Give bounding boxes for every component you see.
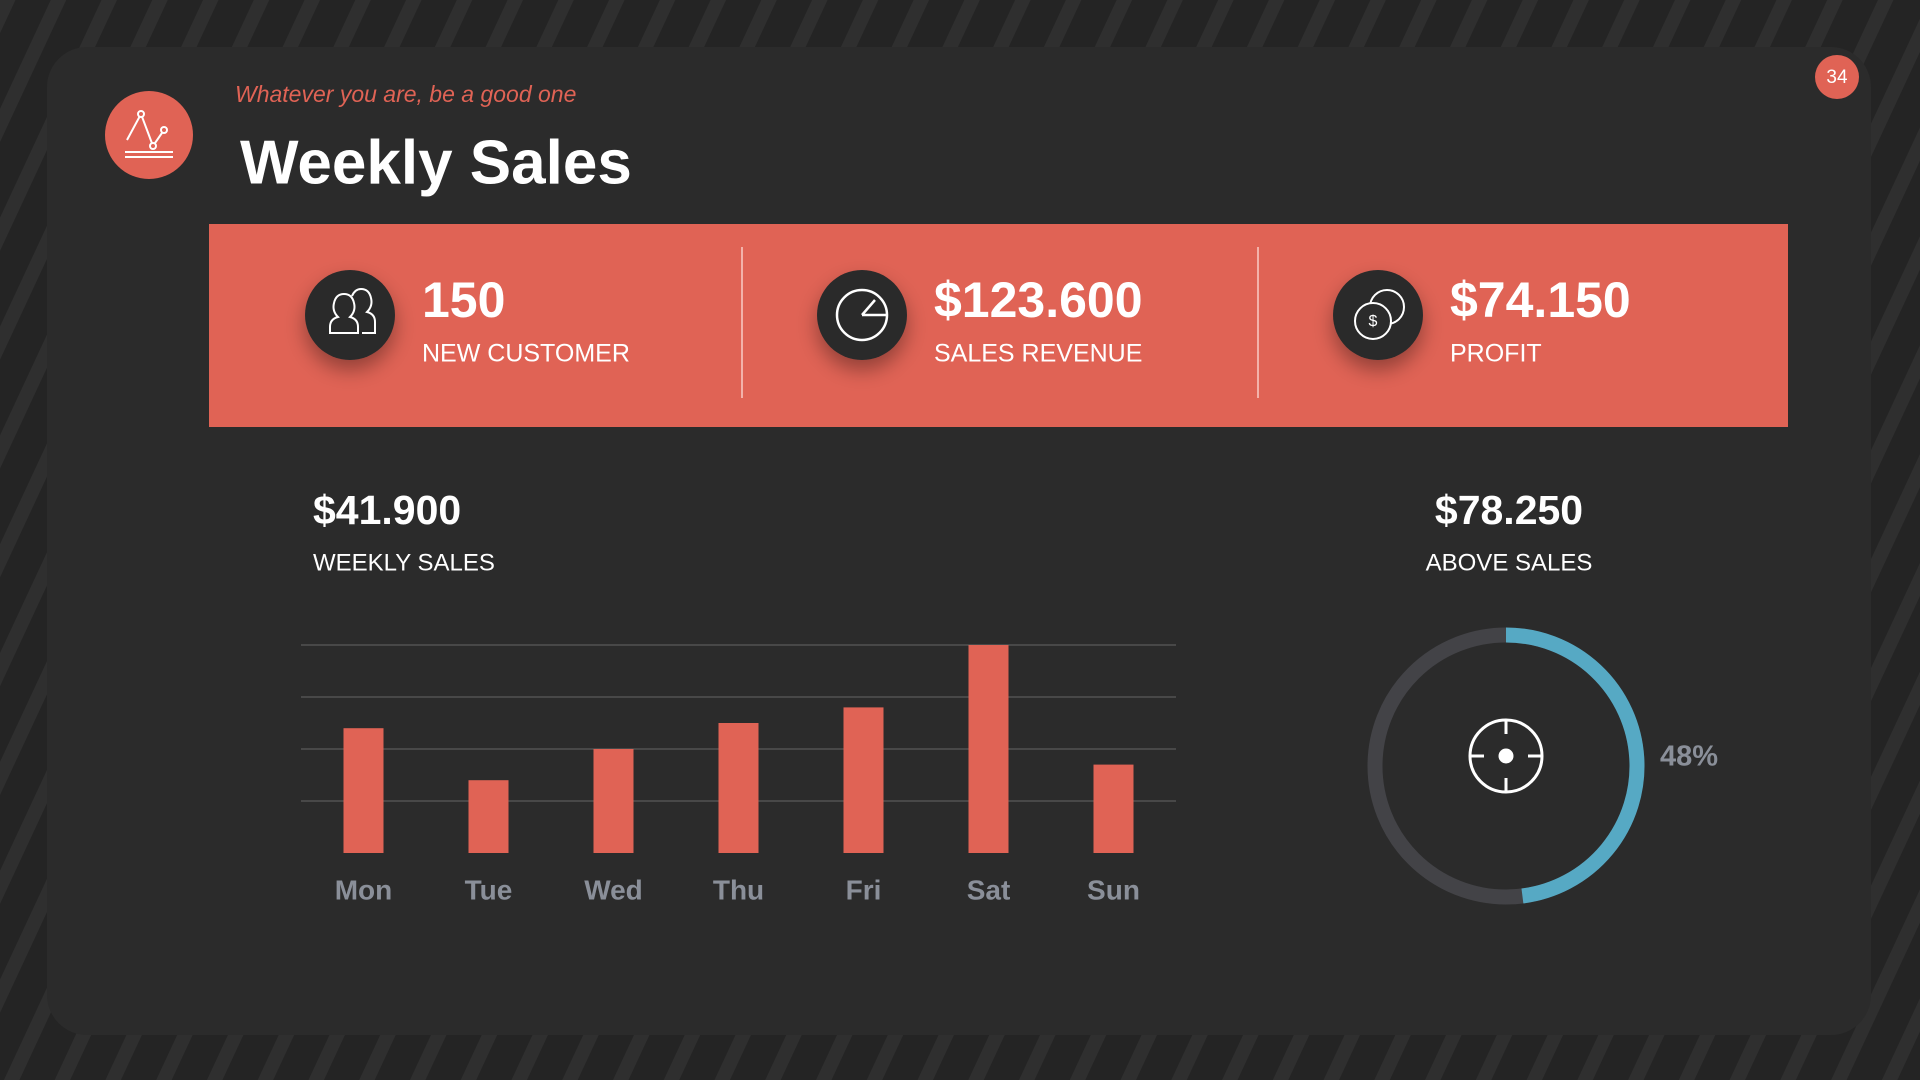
bar bbox=[843, 707, 884, 853]
stat-icon-bg bbox=[305, 270, 395, 360]
subtitle: Whatever you are, be a good one bbox=[235, 81, 576, 107]
stat-label: PROFIT bbox=[1450, 340, 1542, 368]
x-tick-label: Wed bbox=[584, 874, 643, 905]
bar bbox=[343, 728, 384, 853]
stat-value: $74.150 bbox=[1450, 272, 1631, 328]
target-icon bbox=[1468, 718, 1544, 794]
x-tick-label: Sat bbox=[967, 874, 1011, 905]
pie-icon bbox=[835, 288, 889, 342]
chart-title: $41.900 bbox=[313, 487, 461, 533]
value-label: 48% bbox=[1660, 741, 1718, 773]
logo-icon bbox=[125, 110, 173, 158]
bar bbox=[468, 780, 509, 853]
svg-text:$: $ bbox=[1369, 313, 1378, 330]
bar bbox=[593, 749, 634, 853]
x-tick-label: Mon bbox=[335, 874, 393, 905]
stat-value: $123.600 bbox=[934, 272, 1143, 328]
customers-icon bbox=[329, 287, 376, 334]
stat-label: SALES REVENUE bbox=[934, 340, 1142, 368]
x-tick-label: Thu bbox=[713, 874, 764, 905]
chart-subtitle: ABOVE SALES bbox=[1426, 549, 1593, 576]
coins-icon: $ bbox=[1354, 289, 1405, 340]
donut-arc bbox=[1505, 627, 1645, 904]
chart-subtitle: WEEKLY SALES bbox=[313, 549, 495, 576]
stat-label: NEW CUSTOMER bbox=[422, 340, 630, 368]
bar bbox=[718, 723, 759, 853]
x-tick-label: Tue bbox=[465, 874, 513, 905]
bar bbox=[968, 645, 1009, 853]
page-number: 34 bbox=[1826, 67, 1848, 88]
page-number-badge bbox=[1815, 55, 1859, 99]
stat-value: 150 bbox=[422, 272, 505, 328]
x-tick-label: Fri bbox=[846, 874, 882, 905]
stats-band bbox=[209, 224, 1788, 427]
x-tick-label: Sun bbox=[1087, 874, 1140, 905]
chart-title: $78.250 bbox=[1435, 487, 1583, 533]
title: Weekly Sales bbox=[240, 128, 632, 197]
bar bbox=[1093, 764, 1134, 853]
